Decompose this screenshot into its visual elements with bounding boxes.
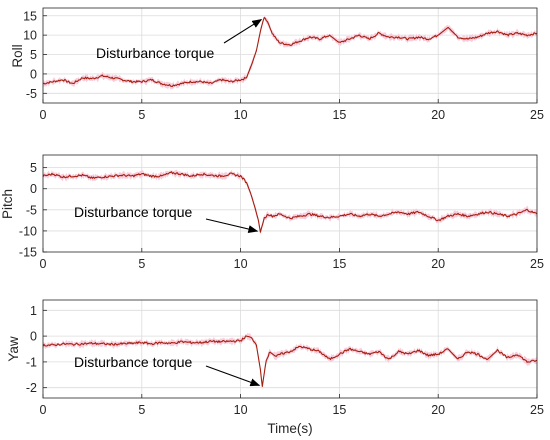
subplot-pitch: 0 5 10 15 20 25 -15 -10 -5 0 5 Pitch Disturbance tor… (0, 154, 544, 271)
signal-envelope (43, 16, 537, 90)
y-tick-label: 0 (30, 182, 37, 196)
annotation-arrow (223, 18, 263, 44)
x-tick-label: 15 (332, 403, 346, 417)
y-tick-label: 0 (30, 330, 37, 344)
series-line (42, 335, 537, 387)
subplot-yaw: 0 5 10 15 20 25 -2 -1 0 1 Yaw Disturbance torque (6, 299, 544, 417)
y-axis-label: Roll (10, 44, 25, 67)
x-tick-label: 25 (530, 108, 544, 122)
x-tick-label: 10 (234, 257, 248, 271)
x-tick-label: 15 (332, 257, 346, 271)
axes-frame (42, 154, 538, 253)
annotation-text: Disturbance torque (74, 204, 193, 220)
x-tick-label: 25 (530, 403, 544, 417)
y-tick-label: -5 (26, 203, 37, 217)
y-tick-label: 5 (30, 48, 37, 62)
signal-envelope (43, 169, 537, 235)
annotation-arrow (205, 365, 261, 387)
x-axis-label: Time(s) (267, 421, 312, 436)
x-tick-label: 20 (431, 403, 445, 417)
y-tick-label: -5 (26, 87, 37, 101)
x-tick-label: 20 (431, 108, 445, 122)
y-tick-label: 0 (30, 67, 37, 81)
y-tick-label: -15 (19, 246, 37, 260)
x-tick-label: 0 (40, 257, 47, 271)
axes-frame (42, 299, 538, 399)
y-tick-label: -2 (26, 381, 37, 395)
y-tick-label: -10 (19, 224, 37, 238)
y-tick-label: 10 (23, 29, 37, 43)
x-tick-label: 5 (138, 257, 145, 271)
y-axis-label: Pitch (0, 189, 15, 219)
y-tick-label: 1 (30, 304, 37, 318)
x-tick-label: 0 (40, 108, 47, 122)
y-axis-label: Yaw (6, 336, 21, 362)
y-tick-label: -1 (26, 355, 37, 369)
x-tick-label: 5 (138, 108, 145, 122)
y-tick-label: 15 (23, 9, 37, 23)
x-tick-label: 15 (332, 108, 346, 122)
x-tick-label: 0 (40, 403, 47, 417)
x-tick-label: 10 (234, 403, 248, 417)
y-tick-label: 5 (30, 161, 37, 175)
x-tick-label: 25 (530, 257, 544, 271)
annotation-text: Disturbance torque (96, 45, 215, 61)
annotation-text: Disturbance torque (74, 354, 193, 370)
x-tick-label: 10 (234, 108, 248, 122)
series-line (42, 16, 538, 87)
x-tick-label: 20 (431, 257, 445, 271)
x-tick-label: 5 (138, 403, 145, 417)
axes-frame (42, 7, 538, 104)
annotation-arrow (205, 218, 259, 233)
series-line (42, 171, 538, 233)
